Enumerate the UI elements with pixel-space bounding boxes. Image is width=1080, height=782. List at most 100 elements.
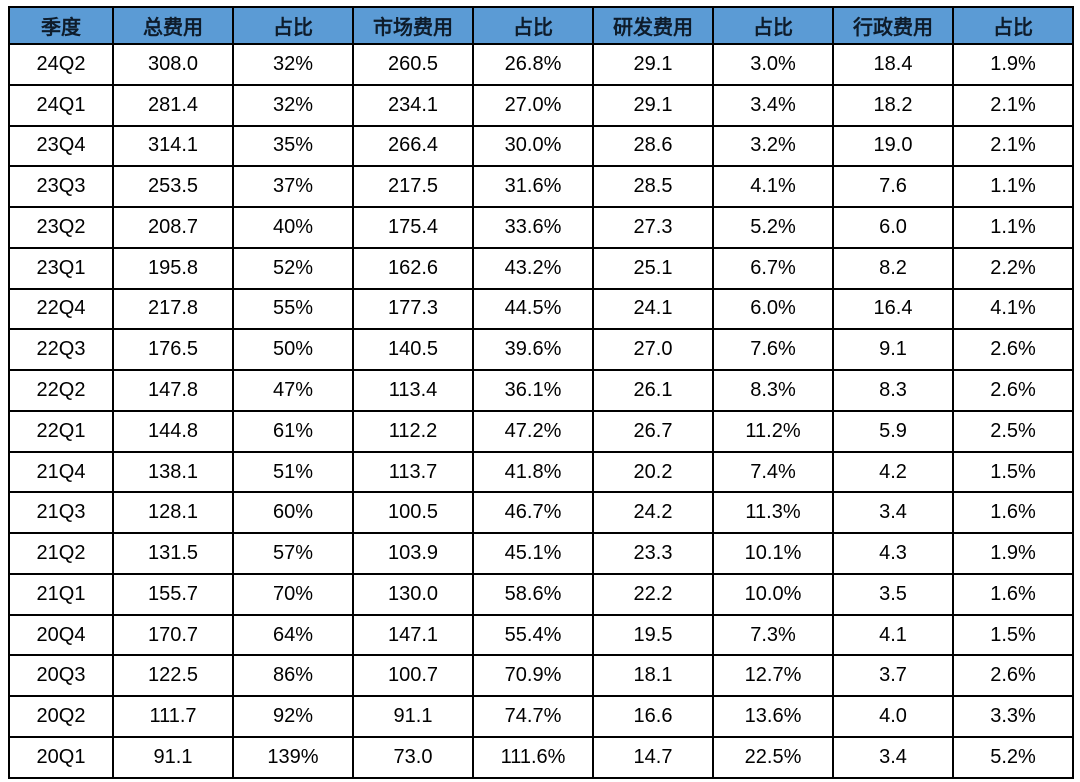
table-row: 20Q3 122.5 86% 100.7 70.9% 18.1 12.7% 3.7 2.6% bbox=[8, 654, 1074, 698]
table-cell: 26.7 bbox=[592, 409, 714, 453]
table-cell: 92% bbox=[232, 695, 354, 739]
table-cell: 33.6% bbox=[472, 206, 594, 249]
quarter-cell: 24Q1 bbox=[8, 83, 114, 127]
table-cell: 22.5% bbox=[712, 736, 834, 779]
table-cell: 46.7% bbox=[472, 491, 594, 535]
table-cell: 47.2% bbox=[472, 409, 594, 453]
table-cell: 170.7 bbox=[112, 613, 234, 657]
table-cell: 1.1% bbox=[952, 165, 1074, 209]
table-cell: 139% bbox=[232, 736, 354, 779]
table-cell: 4.2 bbox=[832, 450, 954, 494]
table-cell: 176.5 bbox=[112, 328, 234, 372]
table-cell: 4.1% bbox=[712, 165, 834, 209]
table-cell: 32% bbox=[232, 83, 354, 127]
table-cell: 1.5% bbox=[952, 613, 1074, 657]
table-cell: 314.1 bbox=[112, 124, 234, 168]
table-cell: 13.6% bbox=[712, 695, 834, 739]
table-cell: 19.5 bbox=[592, 613, 714, 657]
table-cell: 22.2 bbox=[592, 572, 714, 616]
table-row: 22Q3 176.5 50% 140.5 39.6% 27.0 7.6% 9.1 2.6% bbox=[8, 328, 1074, 372]
table-cell: 91.1 bbox=[352, 695, 474, 739]
table-cell: 7.6 bbox=[832, 165, 954, 209]
table-cell: 113.4 bbox=[352, 369, 474, 412]
table-cell: 128.1 bbox=[112, 491, 234, 535]
table-cell: 70% bbox=[232, 572, 354, 616]
table-cell: 2.5% bbox=[952, 409, 1074, 453]
table-cell: 45.1% bbox=[472, 532, 594, 575]
table-cell: 3.5 bbox=[832, 572, 954, 616]
table-cell: 4.0 bbox=[832, 695, 954, 739]
table-cell: 7.3% bbox=[712, 613, 834, 657]
table-cell: 260.5 bbox=[352, 43, 474, 86]
table-row: 21Q4 138.1 51% 113.7 41.8% 20.2 7.4% 4.2 1.5% bbox=[8, 450, 1074, 494]
table-cell: 4.3 bbox=[832, 532, 954, 575]
table-cell: 52% bbox=[232, 246, 354, 290]
table-row: 23Q2 208.7 40% 175.4 33.6% 27.3 5.2% 6.0 1.1% bbox=[8, 206, 1074, 249]
table-cell: 11.3% bbox=[712, 491, 834, 535]
table-cell: 31.6% bbox=[472, 165, 594, 209]
table-cell: 1.1% bbox=[952, 206, 1074, 249]
table-cell: 32% bbox=[232, 43, 354, 86]
quarter-cell: 22Q3 bbox=[8, 328, 114, 372]
table-cell: 73.0 bbox=[352, 736, 474, 779]
table-cell: 140.5 bbox=[352, 328, 474, 372]
table-row: 23Q1 195.8 52% 162.6 43.2% 25.1 6.7% 8.2 2.2% bbox=[8, 246, 1074, 290]
table-cell: 144.8 bbox=[112, 409, 234, 453]
table-cell: 131.5 bbox=[112, 532, 234, 575]
table-cell: 43.2% bbox=[472, 246, 594, 290]
quarter-cell: 20Q3 bbox=[8, 654, 114, 698]
table-cell: 3.7 bbox=[832, 654, 954, 698]
quarter-cell: 20Q1 bbox=[8, 736, 114, 779]
table-cell: 39.6% bbox=[472, 328, 594, 372]
table-cell: 28.5 bbox=[592, 165, 714, 209]
table-row: 23Q4 314.1 35% 266.4 30.0% 28.6 3.2% 19.0 2.1% bbox=[8, 124, 1074, 168]
table-cell: 26.8% bbox=[472, 43, 594, 86]
quarter-cell: 22Q1 bbox=[8, 409, 114, 453]
table-cell: 19.0 bbox=[832, 124, 954, 168]
table-cell: 27.0 bbox=[592, 328, 714, 372]
table-cell: 175.4 bbox=[352, 206, 474, 249]
table-cell: 111.6% bbox=[472, 736, 594, 779]
table-cell: 41.8% bbox=[472, 450, 594, 494]
table-cell: 86% bbox=[232, 654, 354, 698]
table-cell: 74.7% bbox=[472, 695, 594, 739]
table-cell: 8.3% bbox=[712, 369, 834, 412]
table-cell: 51% bbox=[232, 450, 354, 494]
table-cell: 100.7 bbox=[352, 654, 474, 698]
table-cell: 24.2 bbox=[592, 491, 714, 535]
table-row: 24Q2 308.0 32% 260.5 26.8% 29.1 3.0% 18.4 1.9% bbox=[8, 43, 1074, 86]
table-cell: 111.7 bbox=[112, 695, 234, 739]
table-cell: 155.7 bbox=[112, 572, 234, 616]
table-cell: 14.7 bbox=[592, 736, 714, 779]
table-cell: 7.4% bbox=[712, 450, 834, 494]
table-cell: 29.1 bbox=[592, 83, 714, 127]
table-cell: 10.1% bbox=[712, 532, 834, 575]
table-row: 22Q1 144.8 61% 112.2 47.2% 26.7 11.2% 5.9 2.5% bbox=[8, 409, 1074, 453]
table-cell: 6.0 bbox=[832, 206, 954, 249]
table-cell: 25.1 bbox=[592, 246, 714, 290]
table-cell: 5.2% bbox=[952, 736, 1074, 779]
table-cell: 27.3 bbox=[592, 206, 714, 249]
table-cell: 16.6 bbox=[592, 695, 714, 739]
table-cell: 55.4% bbox=[472, 613, 594, 657]
table-cell: 177.3 bbox=[352, 287, 474, 331]
table-row: 24Q1 281.4 32% 234.1 27.0% 29.1 3.4% 18.2 2.1% bbox=[8, 83, 1074, 127]
table-cell: 2.1% bbox=[952, 124, 1074, 168]
table-row: 21Q2 131.5 57% 103.9 45.1% 23.3 10.1% 4.3 1.9% bbox=[8, 532, 1074, 575]
table-cell: 2.1% bbox=[952, 83, 1074, 127]
table-cell: 1.6% bbox=[952, 572, 1074, 616]
table-cell: 26.1 bbox=[592, 369, 714, 412]
quarter-cell: 23Q2 bbox=[8, 206, 114, 249]
table-cell: 35% bbox=[232, 124, 354, 168]
table-row: 21Q1 155.7 70% 130.0 58.6% 22.2 10.0% 3.5 1.6% bbox=[8, 572, 1074, 616]
quarter-cell: 21Q4 bbox=[8, 450, 114, 494]
quarter-cell: 21Q2 bbox=[8, 532, 114, 575]
table-cell: 5.2% bbox=[712, 206, 834, 249]
table-cell: 3.4 bbox=[832, 736, 954, 779]
table-row: 20Q4 170.7 64% 147.1 55.4% 19.5 7.3% 4.1 1.5% bbox=[8, 613, 1074, 657]
table-cell: 20.2 bbox=[592, 450, 714, 494]
table-cell: 70.9% bbox=[472, 654, 594, 698]
table-cell: 2.2% bbox=[952, 246, 1074, 290]
column-header-6: 占比 bbox=[712, 6, 834, 45]
